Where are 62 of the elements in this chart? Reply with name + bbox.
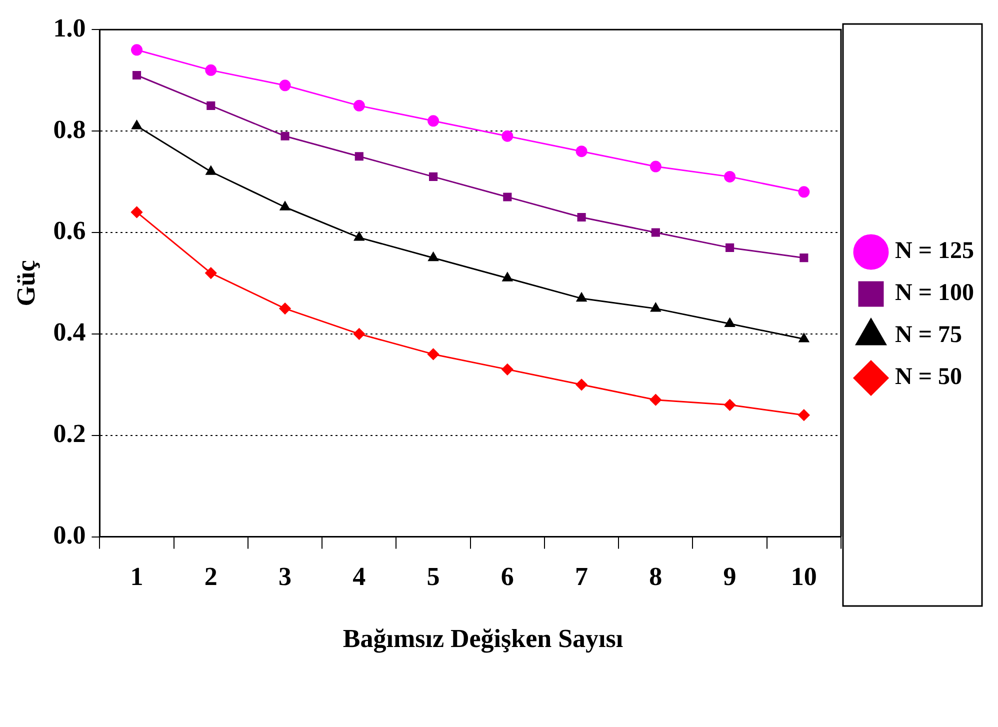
point — [726, 243, 734, 252]
point — [502, 364, 514, 376]
point — [428, 115, 440, 127]
legend-label: N = 125 — [894, 238, 974, 264]
point — [650, 302, 661, 312]
x-tick-label: 5 — [426, 562, 440, 592]
point — [354, 152, 364, 161]
x-tick-label: 10 — [790, 562, 817, 592]
point — [132, 70, 142, 80]
point — [576, 292, 587, 302]
point — [650, 160, 662, 172]
point — [576, 146, 588, 158]
point — [651, 228, 660, 237]
point — [206, 166, 216, 175]
x-tick-label: 3 — [278, 562, 292, 592]
point — [724, 318, 735, 328]
point — [428, 172, 438, 181]
point — [650, 394, 662, 406]
point — [132, 120, 142, 130]
point — [131, 44, 143, 56]
point — [577, 212, 586, 222]
point — [502, 130, 514, 142]
point — [280, 201, 290, 210]
point — [798, 333, 810, 342]
legend-label: N = 100 — [894, 280, 974, 306]
point — [279, 80, 291, 92]
point — [798, 186, 810, 198]
x-tick-label: 7 — [575, 562, 588, 592]
y-tick-label: 1.0 — [53, 13, 86, 42]
point — [502, 272, 512, 282]
point — [205, 267, 217, 279]
point — [353, 328, 365, 340]
legend-label: N = 50 — [894, 364, 962, 390]
point — [354, 232, 364, 241]
x-tick-label: 1 — [130, 562, 144, 592]
point — [280, 132, 290, 140]
point — [503, 192, 512, 202]
point — [724, 170, 736, 182]
point — [724, 399, 736, 411]
x-tick-label: 4 — [352, 562, 366, 592]
point — [800, 254, 808, 262]
point — [428, 348, 440, 360]
point — [205, 64, 217, 76]
point — [206, 101, 216, 110]
y-tick-label: 0.0 — [53, 520, 86, 550]
x-tick-label: 2 — [204, 562, 218, 592]
point — [279, 302, 291, 314]
y-tick-label: 0.8 — [53, 114, 86, 144]
x-tick-label: 9 — [723, 562, 736, 592]
y-tick-label: 0.2 — [53, 419, 86, 448]
point — [428, 252, 438, 262]
legend-label: N = 75 — [894, 322, 962, 348]
x-axis-title: Bağımsız Değişken Sayısı — [342, 623, 624, 655]
point — [131, 206, 143, 218]
x-tick-label: 6 — [500, 562, 514, 592]
y-tick-label: 0.4 — [53, 318, 86, 347]
x-tick-label: 8 — [649, 562, 662, 592]
point — [576, 378, 588, 390]
y-axis-title: Güç — [11, 260, 40, 306]
point — [353, 100, 365, 112]
y-tick-label: 0.6 — [53, 216, 86, 246]
point — [798, 409, 810, 421]
